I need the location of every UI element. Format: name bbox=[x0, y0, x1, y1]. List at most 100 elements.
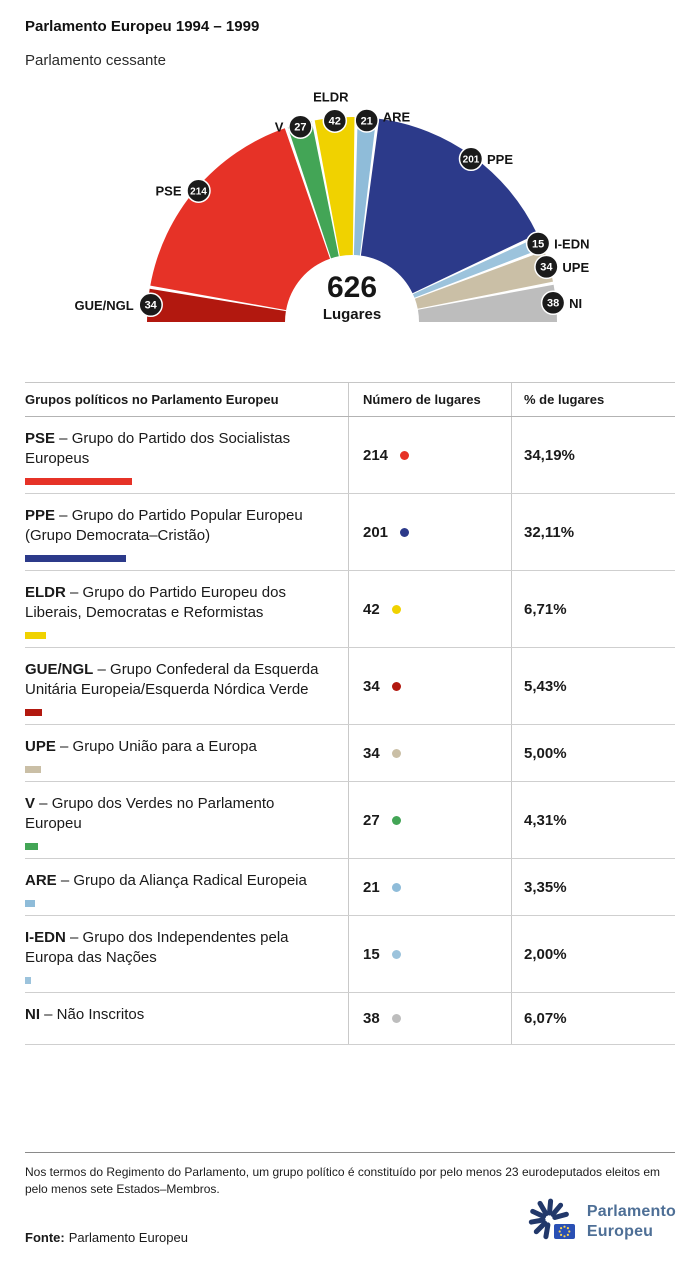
header-percent: % de lugares bbox=[511, 383, 675, 416]
group-color-bar bbox=[25, 843, 38, 850]
group-color-bar bbox=[25, 766, 41, 773]
group-desc: – Grupo do Partido Europeu dos Liberais,… bbox=[25, 584, 286, 621]
chart-segments bbox=[146, 116, 557, 322]
group-seats-cell: 15 bbox=[348, 916, 511, 992]
table-body: PSE – Grupo do Partido dos Socialistas E… bbox=[25, 417, 675, 1045]
seat-count-badge bbox=[458, 146, 484, 172]
group-color-dot bbox=[400, 527, 410, 537]
group-percent-cell: 2,00% bbox=[511, 916, 675, 992]
ep-logo: Parlamento Europeu bbox=[528, 1198, 676, 1246]
chart-segment-iedn bbox=[412, 236, 544, 298]
group-seats-cell: 34 bbox=[348, 648, 511, 724]
group-percent: 2,00% bbox=[524, 945, 567, 963]
group-percent: 5,00% bbox=[524, 744, 567, 762]
group-percent-cell: 5,00% bbox=[511, 725, 675, 781]
group-name-cell: UPE – Grupo União para a Europa bbox=[25, 725, 348, 781]
table-row: GUE/NGL – Grupo Confederal da Esquerda U… bbox=[25, 648, 675, 725]
group-seats-cell: 201 bbox=[348, 494, 511, 570]
table-row: ARE – Grupo da Aliança Radical Europeia 2… bbox=[25, 859, 675, 916]
group-label: ARE bbox=[383, 110, 411, 125]
group-percent: 32,11% bbox=[524, 523, 575, 541]
group-color-dot bbox=[391, 748, 401, 758]
total-seats-label: Lugares bbox=[323, 306, 381, 323]
group-abbr: V bbox=[25, 795, 36, 812]
group-color-dot bbox=[391, 949, 401, 959]
ep-logo-line2: Europeu bbox=[586, 1223, 654, 1240]
group-name-cell: PSE – Grupo do Partido dos Socialistas E… bbox=[25, 417, 348, 493]
group-abbr: UPE bbox=[25, 738, 56, 755]
group-percent-cell: 4,31% bbox=[511, 782, 675, 858]
header-groups: Grupos políticos no Parlamento Europeu bbox=[25, 392, 279, 407]
seat-count-badge bbox=[534, 254, 559, 280]
group-seats: 214 bbox=[363, 446, 389, 464]
seat-count-badge bbox=[322, 108, 348, 133]
group-percent: 6,71% bbox=[524, 600, 567, 618]
group-label: I-EDN bbox=[554, 237, 589, 252]
group-seats-cell: 34 bbox=[348, 725, 511, 781]
eu-flag bbox=[553, 1224, 575, 1239]
seat-count: 42 bbox=[329, 116, 341, 128]
group-label: GUE/NGL bbox=[74, 298, 133, 313]
group-desc: – Grupo do Partido Popular Europeu (Grup… bbox=[25, 507, 303, 544]
group-seats: 21 bbox=[363, 878, 380, 896]
group-percent: 6,07% bbox=[524, 1010, 567, 1027]
page-subtitle: Parlamento cessante bbox=[25, 52, 166, 69]
chart-segment-eldr bbox=[314, 116, 355, 257]
group-percent: 34,19% bbox=[524, 446, 575, 464]
ep-logo-text: Parlamento Europeu bbox=[587, 1202, 676, 1242]
group-color-bar bbox=[25, 709, 42, 716]
seat-count-badge bbox=[138, 292, 163, 318]
group-percent: 4,31% bbox=[524, 811, 567, 829]
group-label: UPE bbox=[562, 260, 589, 275]
header-seats: Número de lugares bbox=[348, 383, 511, 416]
group-percent-cell: 32,11% bbox=[511, 494, 675, 570]
group-abbr: NI bbox=[25, 1006, 40, 1023]
group-percent: 5,43% bbox=[524, 677, 567, 695]
table-header-row: Grupos políticos no Parlamento Europeu N… bbox=[25, 382, 675, 417]
chart-segment-upe bbox=[414, 251, 553, 309]
group-seats-cell: 38 bbox=[348, 993, 511, 1044]
seat-count: 214 bbox=[190, 187, 207, 198]
table-row: ELDR – Grupo do Partido Europeu dos Libe… bbox=[25, 571, 675, 648]
group-seats: 15 bbox=[363, 945, 380, 963]
group-percent: 3,35% bbox=[524, 878, 567, 896]
group-seats: 27 bbox=[363, 811, 380, 829]
seat-count-badge bbox=[525, 231, 551, 256]
group-name-cell: ELDR – Grupo do Partido Europeu dos Libe… bbox=[25, 571, 348, 647]
seat-count: 34 bbox=[540, 262, 553, 274]
chart-segment-v bbox=[287, 121, 339, 259]
group-label: ELDR bbox=[313, 90, 349, 105]
group-abbr: PPE bbox=[25, 507, 56, 524]
group-abbr: ARE bbox=[25, 872, 57, 889]
group-percent-cell: 34,19% bbox=[511, 417, 675, 493]
group-name: PSE – Grupo do Partido dos Socialistas E… bbox=[25, 429, 324, 469]
table-row: I-EDN – Grupo dos Independentes pela Eur… bbox=[25, 916, 675, 993]
group-color-dot bbox=[391, 1014, 401, 1023]
group-label: NI bbox=[569, 296, 582, 311]
group-name-cell: NI – Não Inscritos bbox=[25, 993, 348, 1044]
group-desc: – Grupo dos Independentes pela Europa da… bbox=[25, 929, 289, 966]
group-abbr: I-EDN bbox=[25, 929, 66, 946]
chart-segment-are bbox=[353, 117, 377, 256]
group-label: PSE bbox=[155, 184, 181, 199]
source-label: Fonte: bbox=[25, 1230, 65, 1245]
table-row: V – Grupo dos Verdes no Parlamento Europ… bbox=[25, 782, 675, 859]
group-label: PPE bbox=[487, 152, 513, 167]
group-color-dot bbox=[391, 681, 401, 691]
table-row: PSE – Grupo do Partido dos Socialistas E… bbox=[25, 417, 675, 494]
page-title: Parlamento Europeu 1994 – 1999 bbox=[25, 18, 260, 35]
eu-flag-stars bbox=[558, 1225, 571, 1238]
group-name: GUE/NGL – Grupo Confederal da Esquerda U… bbox=[25, 660, 324, 700]
seat-count-badge bbox=[186, 178, 211, 203]
table-row: UPE – Grupo União para a Europa 34 5,00% bbox=[25, 725, 675, 782]
group-percent-cell: 6,71% bbox=[511, 571, 675, 647]
seat-count: 27 bbox=[294, 122, 306, 134]
seat-count: 21 bbox=[361, 115, 373, 127]
group-desc: – Grupo União para a Europa bbox=[55, 738, 257, 755]
chart-segment-ni bbox=[417, 284, 557, 322]
group-color-dot bbox=[400, 450, 410, 460]
group-color-dot bbox=[391, 882, 401, 892]
seat-count: 38 bbox=[547, 298, 559, 310]
group-seats-cell: 27 bbox=[348, 782, 511, 858]
groups-table: Grupos políticos no Parlamento Europeu N… bbox=[25, 382, 675, 1045]
